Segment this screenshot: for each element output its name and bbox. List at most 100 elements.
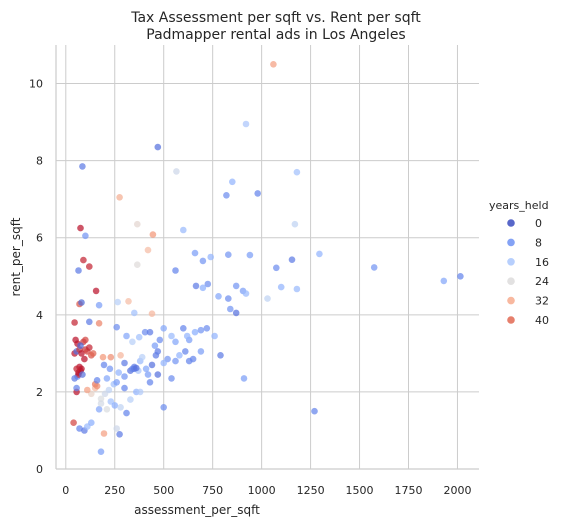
data-point — [146, 328, 154, 336]
x-tick-label: 1250 — [297, 484, 325, 497]
data-point — [148, 361, 156, 369]
data-point — [95, 301, 103, 309]
data-point — [168, 375, 175, 382]
data-point — [84, 386, 91, 394]
data-point — [149, 231, 157, 238]
data-point — [172, 357, 179, 365]
grid-lines — [56, 45, 479, 470]
data-point — [111, 402, 119, 409]
data-point — [254, 190, 261, 197]
legend-label: 8 — [535, 236, 542, 249]
x-tick-label: 1000 — [248, 484, 276, 497]
data-point — [101, 390, 109, 398]
data-point — [291, 220, 299, 228]
data-point — [127, 396, 134, 403]
data-point — [316, 250, 323, 258]
data-point — [168, 332, 175, 340]
data-point — [82, 232, 89, 240]
data-point — [311, 407, 318, 415]
data-point — [107, 353, 115, 361]
data-point — [277, 283, 285, 291]
x-tick-label: 750 — [202, 484, 223, 497]
y-tick-label: 0 — [36, 463, 43, 476]
data-point — [99, 353, 107, 361]
data-point — [225, 295, 232, 302]
data-point — [70, 419, 77, 427]
data-point — [225, 251, 232, 258]
data-point — [89, 350, 97, 357]
data-point — [123, 409, 130, 417]
data-point — [86, 318, 93, 326]
data-point — [211, 332, 218, 340]
data-point — [113, 323, 120, 331]
data-point — [173, 168, 180, 175]
data-point — [86, 344, 93, 351]
y-axis-title: rent_per_sqft — [9, 217, 23, 296]
data-point — [144, 246, 152, 254]
data-point — [232, 282, 240, 290]
data-point — [117, 352, 124, 359]
data-point — [113, 379, 120, 386]
x-tick-label: 0 — [62, 484, 69, 497]
data-point — [370, 264, 378, 271]
x-tick-label: 1750 — [395, 484, 423, 497]
data-point — [95, 320, 103, 327]
data-point — [172, 267, 179, 274]
data-point — [457, 273, 464, 280]
legend-label: 0 — [535, 217, 542, 230]
data-point — [121, 384, 128, 392]
y-tick-label: 2 — [36, 386, 43, 399]
data-point — [71, 375, 78, 382]
data-point — [125, 298, 132, 305]
data-point — [92, 287, 100, 295]
data-point — [136, 388, 144, 396]
chart-subtitle: Padmapper rental ads in Los Angeles — [146, 27, 405, 43]
legend: years_held 0 8 16 24 32 40 — [489, 199, 549, 327]
y-tick-label: 8 — [36, 155, 43, 168]
legend-marker — [507, 258, 515, 266]
chart-title: Tax Assessment per sqft vs. Rent per sqf… — [130, 10, 421, 26]
data-point — [116, 194, 123, 201]
x-tick-label: 1500 — [346, 484, 374, 497]
data-point — [144, 371, 152, 378]
data-point — [154, 143, 162, 151]
data-point — [242, 290, 250, 297]
data-point — [138, 353, 146, 361]
legend-marker — [507, 316, 515, 324]
data-point — [88, 419, 95, 427]
x-tick-label: 500 — [153, 484, 174, 497]
data-point — [180, 325, 187, 332]
data-point — [77, 342, 84, 350]
data-point — [75, 267, 82, 274]
data-point — [95, 406, 103, 413]
data-point — [80, 256, 87, 264]
legend-label: 32 — [535, 295, 549, 308]
legend-marker — [507, 238, 515, 247]
data-point — [148, 310, 156, 318]
data-point — [182, 348, 189, 355]
y-tick-label: 10 — [29, 78, 43, 91]
data-point — [116, 431, 123, 438]
data-point — [129, 338, 136, 346]
data-point — [154, 371, 162, 378]
data-point — [192, 282, 200, 290]
legend-marker — [507, 296, 515, 305]
data-point — [264, 295, 271, 302]
data-point — [78, 299, 85, 306]
y-tick-label: 6 — [36, 232, 43, 245]
data-point — [197, 326, 205, 334]
legend-title: years_held — [489, 199, 549, 212]
axes — [55, 45, 479, 470]
data-point — [133, 364, 140, 372]
data-point — [114, 298, 121, 306]
data-point — [215, 293, 222, 300]
data-point — [79, 371, 86, 378]
data-point — [232, 309, 240, 317]
data-point — [160, 359, 167, 367]
data-point — [160, 325, 167, 332]
data-point — [185, 357, 193, 365]
data-point — [440, 277, 448, 285]
data-point — [97, 400, 105, 407]
